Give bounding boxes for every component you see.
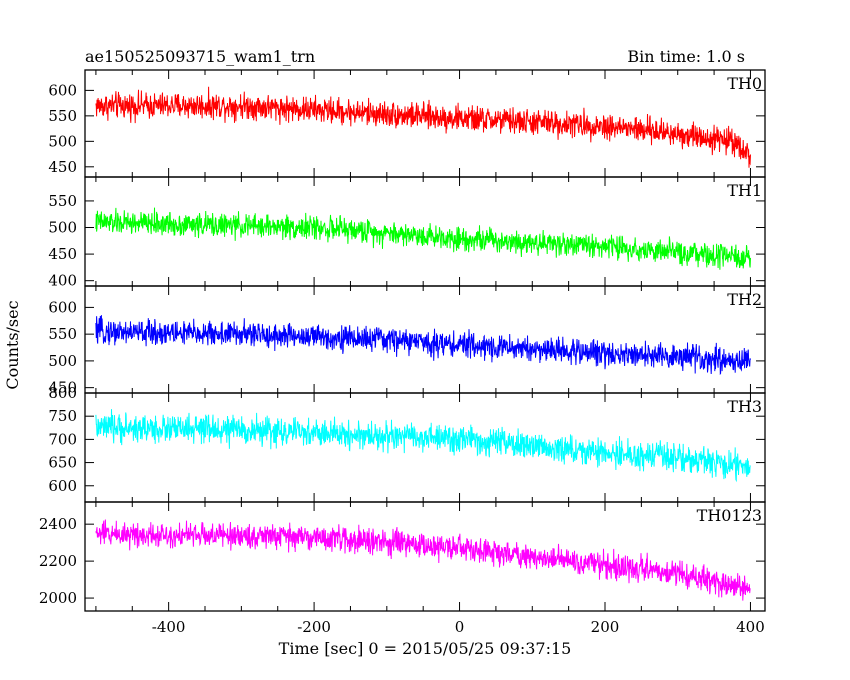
x-axis-label: Time [sec] 0 = 2015/05/25 09:37:15: [279, 639, 572, 658]
panel-label: TH2: [727, 290, 762, 309]
x-tick-label: 400: [736, 618, 765, 636]
series-line-th2: [95, 315, 751, 376]
panel-label: TH3: [727, 397, 762, 416]
panel-frame: [84, 501, 766, 612]
panel-th2: 450 500 550 600 TH2: [48, 285, 766, 397]
y-tick-label: 600: [48, 81, 77, 99]
y-tick-label: 650: [48, 454, 77, 472]
y-tick-label: 550: [48, 192, 77, 210]
y-tick-label: 600: [48, 477, 77, 495]
panel-th0123: 2000 2200 2400 TH0123: [39, 501, 766, 612]
panel-th0: 450 500 550 600 TH0: [48, 69, 766, 178]
y-tick-label: 500: [48, 132, 77, 150]
series-line-th0123: [95, 519, 751, 601]
y-tick-label: 500: [48, 219, 77, 237]
y-tick-label: 450: [48, 379, 77, 397]
chart-title: ae150525093715_wam1_trn: [85, 47, 315, 66]
y-tick-label: 500: [48, 352, 77, 370]
panel-frame: [84, 392, 766, 503]
y-axis-label: Counts/sec: [3, 300, 22, 389]
panels: 450 500 550 600 TH0 400 450 500 550 TH1 450 500 550 6…: [39, 69, 766, 636]
y-tick-label: 800: [48, 384, 77, 402]
y-tick-label: 700: [48, 430, 77, 448]
y-tick-label: 2000: [39, 589, 77, 607]
panel-frame: [84, 176, 766, 287]
y-tick-label: 2400: [39, 515, 77, 533]
y-tick-label: 450: [48, 158, 77, 176]
x-tick-label: 200: [591, 618, 620, 636]
panel-label: TH1: [727, 181, 762, 200]
y-tick-label: 2200: [39, 552, 77, 570]
series-line-th0: [95, 86, 751, 168]
x-tick-label: 0: [455, 618, 465, 636]
series-line-th1: [95, 207, 751, 270]
panel-th1: 400 450 500 550 TH1: [48, 176, 766, 290]
x-tick-label: -400: [152, 618, 186, 636]
bin-time-label: Bin time: 1.0 s: [627, 47, 745, 66]
y-tick-label: 550: [48, 325, 77, 343]
y-tick-label: 600: [48, 298, 77, 316]
x-tick-label: -200: [297, 618, 331, 636]
panel-label: TH0123: [697, 506, 762, 525]
y-tick-label: 450: [48, 245, 77, 263]
panel-label: TH0: [727, 74, 762, 93]
y-tick-label: 400: [48, 272, 77, 290]
y-tick-label: 750: [48, 407, 77, 425]
series-line-th3: [95, 409, 751, 483]
panel-th3: 600 650 700 750 800 TH3: [48, 384, 766, 503]
y-tick-label: 550: [48, 107, 77, 125]
